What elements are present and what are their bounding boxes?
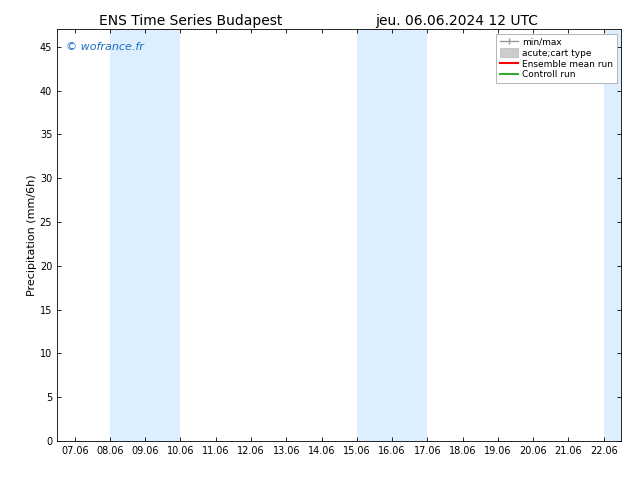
Bar — [604, 29, 634, 441]
Legend: min/max, acute;cart type, Ensemble mean run, Controll run: min/max, acute;cart type, Ensemble mean … — [496, 34, 617, 83]
Text: jeu. 06.06.2024 12 UTC: jeu. 06.06.2024 12 UTC — [375, 14, 538, 28]
Bar — [110, 29, 181, 441]
Text: ENS Time Series Budapest: ENS Time Series Budapest — [98, 14, 282, 28]
Y-axis label: Precipitation (mm/6h): Precipitation (mm/6h) — [27, 174, 37, 296]
Text: © wofrance.fr: © wofrance.fr — [65, 42, 143, 52]
Bar — [357, 29, 427, 441]
